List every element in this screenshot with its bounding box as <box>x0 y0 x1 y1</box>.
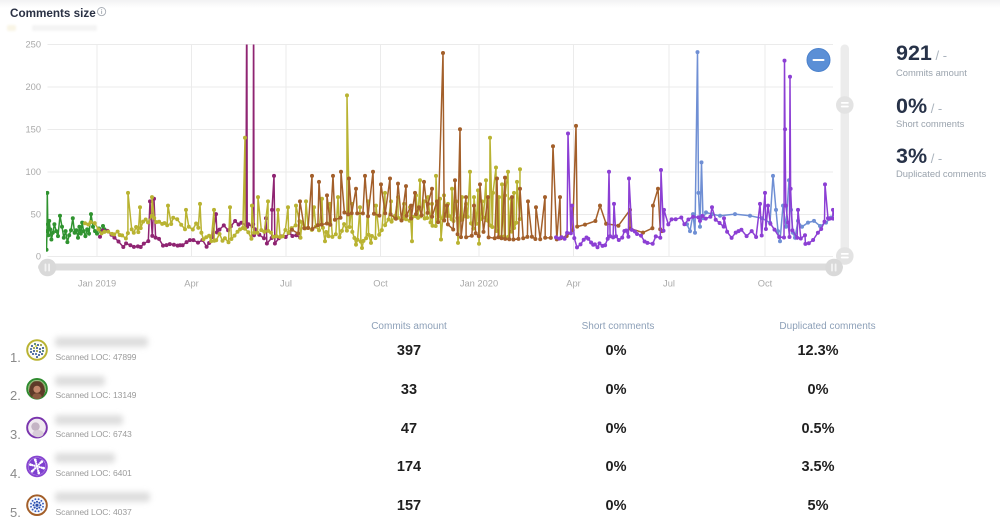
svg-text:Apr: Apr <box>566 279 580 289</box>
svg-text:Oct: Oct <box>758 279 773 289</box>
svg-text:Jul: Jul <box>663 279 675 289</box>
svg-text:250: 250 <box>25 40 41 50</box>
svg-text:Apr: Apr <box>184 279 198 289</box>
svg-text:Oct: Oct <box>373 279 388 289</box>
svg-text:200: 200 <box>25 82 41 92</box>
svg-text:100: 100 <box>25 167 41 177</box>
svg-text:0: 0 <box>36 252 41 262</box>
svg-text:Jan 2019: Jan 2019 <box>78 279 116 289</box>
svg-text:50: 50 <box>31 210 41 220</box>
svg-text:150: 150 <box>25 125 41 135</box>
svg-text:Jul: Jul <box>280 279 292 289</box>
svg-text:Jan 2020: Jan 2020 <box>460 279 498 289</box>
